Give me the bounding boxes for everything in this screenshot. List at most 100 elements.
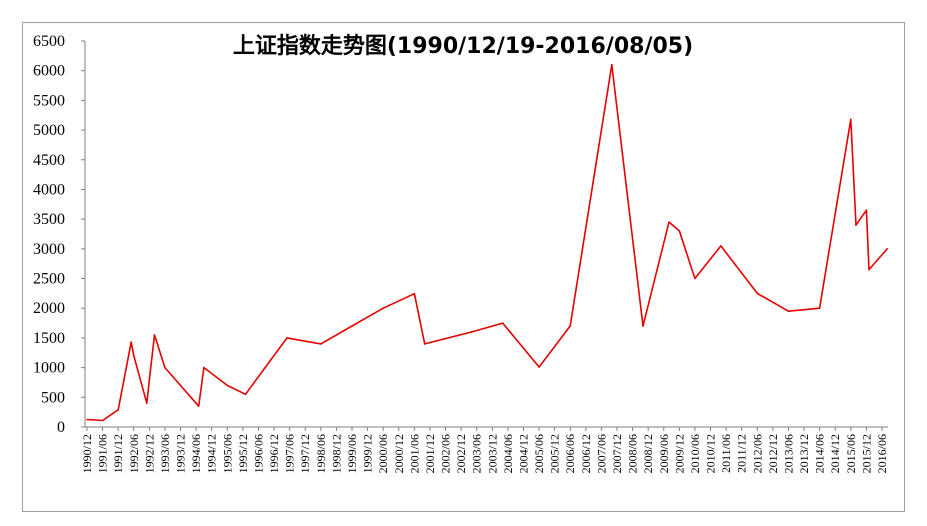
data-point bbox=[818, 307, 821, 310]
y-tick-label: 4000 bbox=[33, 181, 65, 198]
x-tick-label: 1991/12 bbox=[111, 434, 125, 473]
data-point bbox=[117, 409, 119, 411]
y-tick-label: 5500 bbox=[33, 92, 65, 109]
x-tick-label: 2015/12 bbox=[859, 434, 873, 473]
chart-frame: 上证指数走势图(1990/12/19-2016/08/05) 0 500 1000 1… bbox=[22, 22, 905, 512]
x-tick-label: 2014/06 bbox=[813, 434, 827, 473]
x-tick-label: 2009/06 bbox=[657, 434, 671, 473]
data-point bbox=[538, 366, 540, 368]
x-tick-label: 2008/06 bbox=[626, 434, 640, 473]
x-tick-label: 1993/06 bbox=[158, 434, 172, 473]
data-point bbox=[470, 331, 473, 333]
data-point bbox=[226, 384, 229, 387]
x-tick-label: 2013/06 bbox=[781, 434, 795, 473]
x-tick-label: 1996/12 bbox=[267, 434, 281, 473]
x-tick-label: 2012/06 bbox=[750, 434, 764, 473]
x-tick-label: 2013/12 bbox=[797, 434, 811, 473]
y-tick-label: 2000 bbox=[33, 300, 65, 317]
data-point bbox=[720, 245, 722, 247]
data-point bbox=[351, 325, 353, 327]
x-tick-label: 1998/12 bbox=[329, 434, 343, 473]
data-point bbox=[787, 310, 790, 313]
x-tick-label: 1995/12 bbox=[236, 434, 250, 473]
data-point bbox=[203, 366, 205, 369]
data-point bbox=[423, 343, 426, 345]
x-tick-label: 2008/12 bbox=[641, 434, 655, 473]
x-tick-label: 2006/06 bbox=[563, 434, 577, 473]
data-point bbox=[855, 224, 857, 226]
data-point bbox=[286, 337, 288, 339]
x-tick-label: 2011/12 bbox=[735, 434, 749, 473]
x-tick-label: 2001/12 bbox=[423, 434, 437, 473]
data-point bbox=[694, 277, 696, 280]
x-tick-label: 2007/12 bbox=[610, 434, 624, 473]
x-tick-label: 2007/06 bbox=[594, 434, 608, 473]
y-tick-label: 3000 bbox=[33, 241, 65, 258]
data-point bbox=[642, 325, 644, 327]
y-tick-label: 1000 bbox=[33, 360, 65, 377]
x-tick-label: 2003/12 bbox=[485, 434, 499, 473]
data-point bbox=[146, 402, 148, 405]
x-tick-label: 2001/06 bbox=[407, 434, 421, 473]
data-point bbox=[153, 334, 156, 336]
y-tick-label: 6500 bbox=[33, 33, 65, 50]
y-tick-label: 0 bbox=[57, 419, 65, 436]
x-tick-label: 2012/12 bbox=[766, 434, 780, 473]
y-tick-label: 4500 bbox=[33, 152, 65, 169]
x-tick-label: 2010/06 bbox=[688, 434, 702, 473]
x-tick-label: 1994/12 bbox=[205, 434, 219, 473]
data-point bbox=[668, 221, 670, 223]
data-point bbox=[197, 405, 200, 408]
x-tick-label: 2000/06 bbox=[376, 434, 390, 473]
x-tick-label: 1999/12 bbox=[361, 434, 375, 473]
data-point bbox=[320, 343, 322, 345]
data-point bbox=[164, 366, 166, 369]
data-point bbox=[865, 209, 868, 211]
x-tick-label: 2002/06 bbox=[439, 434, 453, 473]
data-point bbox=[569, 325, 571, 327]
x-tick-label: 2006/12 bbox=[579, 434, 593, 473]
x-tick-label: 2005/12 bbox=[548, 434, 562, 473]
data-point bbox=[868, 268, 870, 271]
x-tick-label: 1998/06 bbox=[314, 434, 328, 473]
data-point bbox=[133, 354, 135, 357]
data-point bbox=[886, 248, 888, 250]
x-tick-label: 1997/12 bbox=[298, 434, 312, 473]
x-tick-label: 2000/12 bbox=[392, 434, 406, 473]
data-point bbox=[101, 419, 104, 422]
data-point bbox=[756, 292, 759, 295]
data-point bbox=[86, 418, 88, 421]
y-tick-label: 3500 bbox=[33, 211, 65, 228]
x-tick-label: 1994/06 bbox=[189, 434, 203, 473]
x-tick-label: 2014/12 bbox=[828, 434, 842, 473]
x-tick-label: 1995/06 bbox=[220, 434, 234, 473]
data-point bbox=[850, 118, 852, 121]
y-tick-label: 5000 bbox=[33, 122, 65, 139]
x-tick-label: 2003/06 bbox=[470, 434, 484, 473]
y-axis: 0 500 1000 1500 2000 2500 3000 3500 4000 4500 5000… bbox=[33, 33, 86, 436]
data-point bbox=[501, 322, 504, 324]
line-chart: 上证指数走势图(1990/12/19-2016/08/05) 0 500 1000 1… bbox=[33, 33, 889, 473]
y-tick-label: 2500 bbox=[33, 271, 65, 288]
x-tick-label: 2002/12 bbox=[454, 434, 468, 473]
x-tick-label: 1992/12 bbox=[142, 434, 156, 473]
x-tick-label: 2004/06 bbox=[501, 434, 515, 473]
x-tick-label: 1990/12 bbox=[80, 434, 94, 473]
x-tick-label: 2016/06 bbox=[875, 434, 889, 473]
series-layer bbox=[86, 63, 888, 422]
data-point bbox=[382, 307, 385, 310]
x-tick-label: 2004/12 bbox=[516, 434, 530, 473]
x-tick-label: 2005/06 bbox=[532, 434, 546, 473]
x-tick-label: 1991/06 bbox=[96, 434, 110, 473]
series-line bbox=[86, 63, 888, 422]
data-point bbox=[148, 378, 151, 381]
y-tick-label: 6000 bbox=[33, 63, 65, 80]
x-tick-label: 1996/06 bbox=[251, 434, 265, 473]
x-tick-label: 2010/12 bbox=[704, 434, 718, 473]
x-tick-label: 1999/06 bbox=[345, 434, 359, 473]
data-point bbox=[244, 393, 247, 396]
x-tick-label: 1997/06 bbox=[283, 434, 297, 473]
data-point bbox=[413, 292, 416, 295]
x-axis: 1990/12 1991/06 1991/12 1992/06 1992/12 1993/… bbox=[80, 426, 889, 473]
x-tick-label: 1993/12 bbox=[174, 434, 188, 473]
